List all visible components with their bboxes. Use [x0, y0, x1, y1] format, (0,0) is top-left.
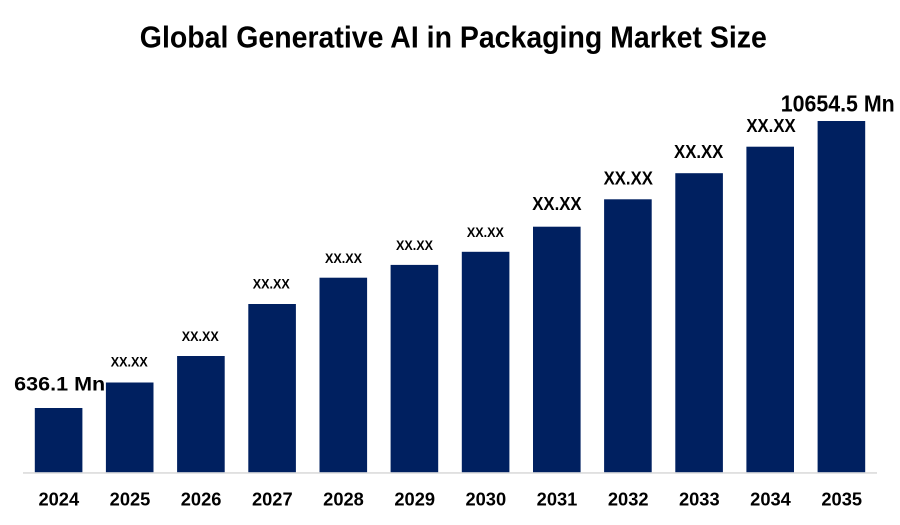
svg-text:XX.XX: XX.XX	[604, 168, 653, 188]
svg-text:10654.5 Mn: 10654.5 Mn	[781, 91, 895, 117]
svg-text:2031: 2031	[537, 489, 578, 510]
svg-text:XX.XX: XX.XX	[674, 142, 723, 162]
svg-text:2025: 2025	[110, 489, 151, 510]
svg-text:XX.XX: XX.XX	[746, 116, 795, 136]
svg-text:2032: 2032	[608, 489, 649, 510]
svg-text:2024: 2024	[38, 489, 80, 510]
svg-text:XX.XX: XX.XX	[532, 194, 581, 214]
svg-text:XX.XX: XX.XX	[467, 225, 504, 240]
svg-text:XX.XX: XX.XX	[182, 329, 219, 344]
svg-text:2030: 2030	[465, 489, 506, 510]
svg-text:636.1 Mn: 636.1 Mn	[14, 375, 105, 396]
svg-text:2028: 2028	[323, 489, 364, 510]
svg-text:2027: 2027	[252, 489, 293, 510]
svg-text:2035: 2035	[821, 489, 862, 510]
svg-text:Global Generative AI in Packag: Global Generative AI in Packaging Market…	[140, 20, 767, 55]
svg-text:XX.XX: XX.XX	[396, 238, 433, 253]
svg-text:XX.XX: XX.XX	[253, 277, 290, 292]
svg-text:2034: 2034	[750, 489, 792, 510]
svg-text:2033: 2033	[679, 489, 720, 510]
svg-text:XX.XX: XX.XX	[325, 251, 362, 266]
svg-text:2026: 2026	[181, 489, 222, 510]
svg-text:XX.XX: XX.XX	[111, 355, 148, 370]
svg-text:2029: 2029	[394, 489, 435, 510]
